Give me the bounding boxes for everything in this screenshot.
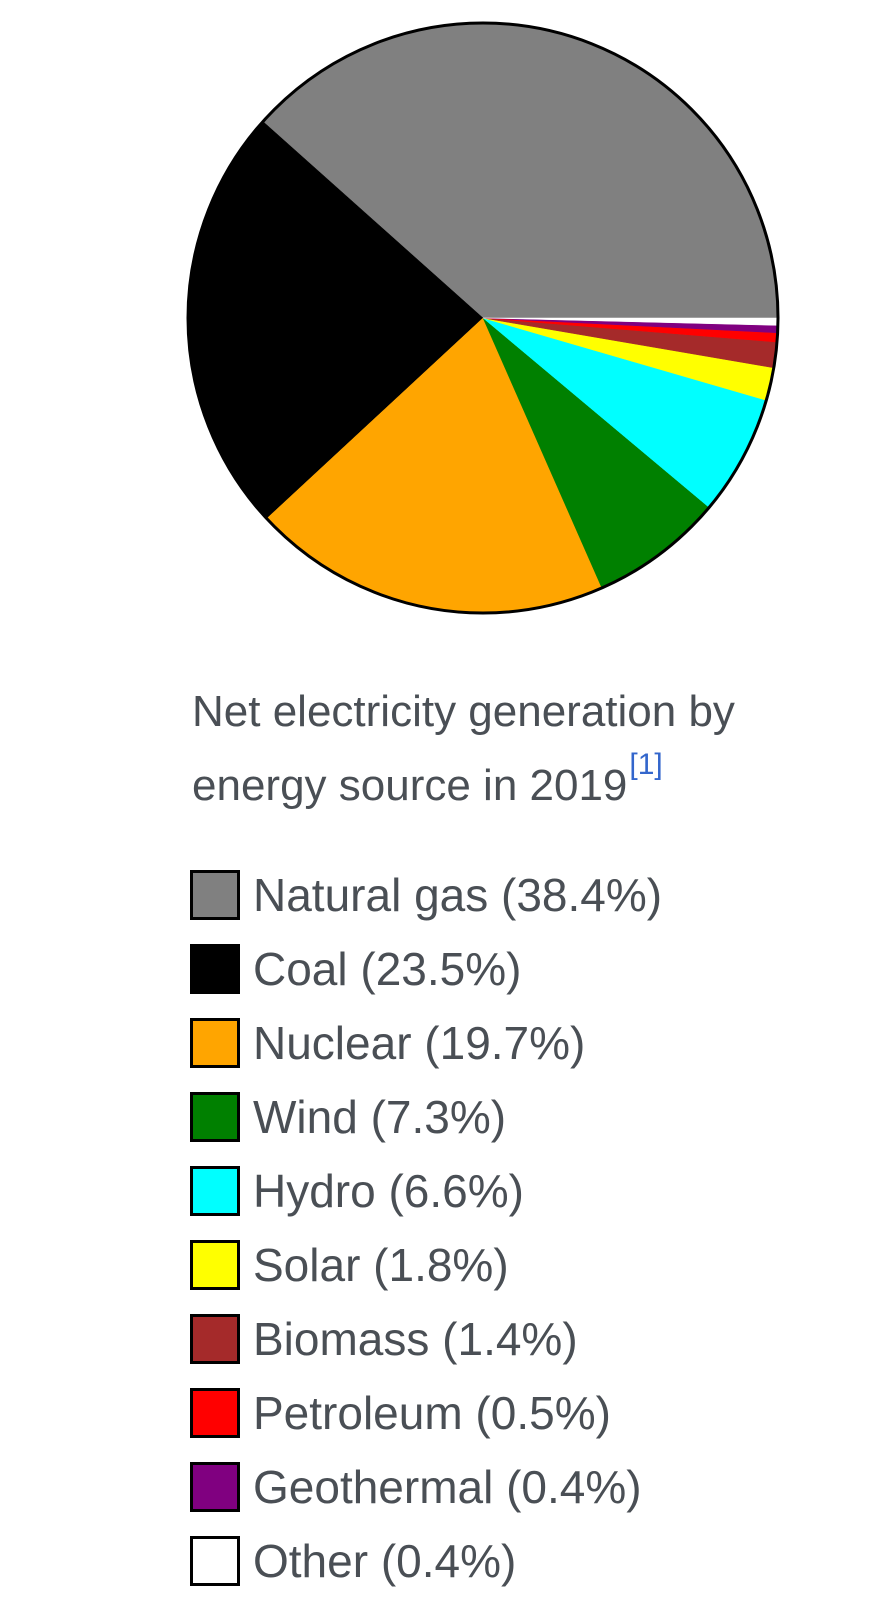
legend-item: Coal (23.5%)	[190, 932, 662, 1006]
legend-item: Wind (7.3%)	[190, 1080, 662, 1154]
geothermal-swatch-icon	[190, 1462, 240, 1512]
solar-swatch-icon	[190, 1240, 240, 1290]
legend-label: Other (0.4%)	[253, 1535, 517, 1587]
legend-item: Biomass (1.4%)	[190, 1302, 662, 1376]
legend-item: Natural gas (38.4%)	[190, 858, 662, 932]
legend-label: Wind (7.3%)	[253, 1091, 507, 1143]
legend-label: Biomass (1.4%)	[253, 1313, 578, 1365]
chart-legend: Natural gas (38.4%) Coal (23.5%) Nuclear…	[190, 858, 662, 1598]
pie-outline	[186, 21, 780, 615]
legend-item: Other (0.4%)	[190, 1524, 662, 1598]
legend-label: Natural gas (38.4%)	[253, 869, 663, 921]
coal-swatch-icon	[190, 944, 240, 994]
petroleum-swatch-icon	[190, 1388, 240, 1438]
other-swatch-icon	[190, 1536, 240, 1586]
legend-item: Solar (1.8%)	[190, 1228, 662, 1302]
hydro-swatch-icon	[190, 1166, 240, 1216]
legend-label: Hydro (6.6%)	[253, 1165, 524, 1217]
legend-label: Nuclear (19.7%)	[253, 1017, 586, 1069]
legend-item: Hydro (6.6%)	[190, 1154, 662, 1228]
legend-item: Nuclear (19.7%)	[190, 1006, 662, 1080]
reference-link[interactable]: [1]	[629, 748, 663, 782]
chart-title: Net electricity generation by energy sou…	[192, 687, 735, 810]
legend-item: Geothermal (0.4%)	[190, 1450, 662, 1524]
natural-gas-swatch-icon	[190, 870, 240, 920]
pie-slices	[187, 22, 779, 614]
nuclear-swatch-icon	[190, 1018, 240, 1068]
legend-label: Petroleum (0.5%)	[253, 1387, 611, 1439]
legend-label: Geothermal (0.4%)	[253, 1461, 642, 1513]
chart-caption: Net electricity generation by energy sou…	[192, 675, 832, 823]
wind-swatch-icon	[190, 1092, 240, 1142]
legend-label: Solar (1.8%)	[253, 1239, 509, 1291]
legend-label: Coal (23.5%)	[253, 943, 522, 995]
pie-chart	[186, 21, 780, 615]
legend-item: Petroleum (0.5%)	[190, 1376, 662, 1450]
biomass-swatch-icon	[190, 1314, 240, 1364]
